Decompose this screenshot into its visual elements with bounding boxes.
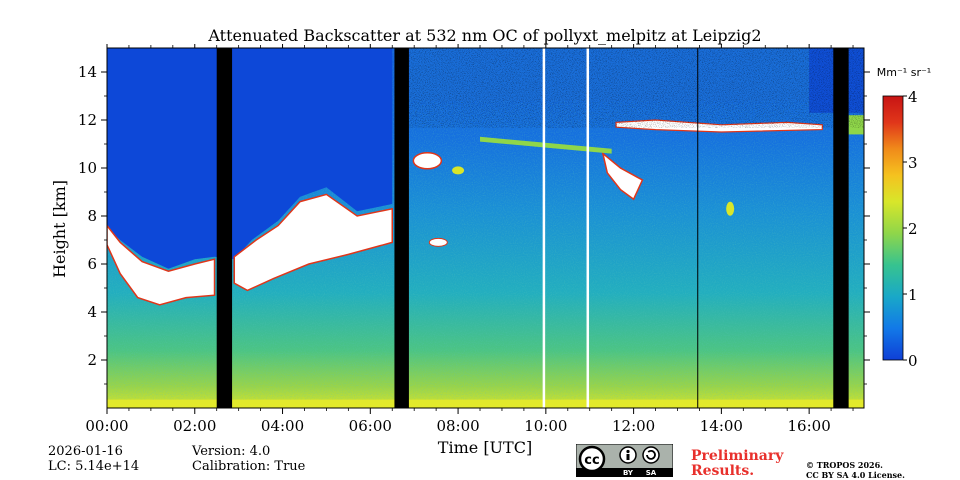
white-line — [542, 48, 546, 408]
x-tick-label: 04:00 — [261, 417, 304, 435]
no-data-gap — [216, 48, 233, 408]
y-axis: 2 4 6 8 10 12 14 — [78, 63, 870, 385]
x-tick-label: 10:00 — [524, 417, 567, 435]
x-axis: 00:00 02:00 04:00 06:00 08:00 10:00 12:00 14:00… — [85, 44, 854, 435]
x-tick-label: 12:00 — [612, 417, 655, 435]
cloud-mid-12h — [601, 151, 644, 201]
no-data-gap — [394, 48, 409, 408]
cloud-layer-morning — [233, 193, 393, 292]
colorbar-ticks: 0 1 2 3 4 — [903, 88, 918, 370]
copyright-line2: CC BY SA 4.0 License. — [806, 470, 905, 480]
colorbar-unit-label: Mm⁻¹ sr⁻¹ — [877, 66, 931, 79]
no-data-gap — [833, 48, 849, 408]
colorbar — [882, 95, 904, 361]
thin-layer-11km — [480, 136, 612, 154]
chart-title: Attenuated Backscatter at 532 nm OC of p… — [207, 26, 761, 45]
clear-sky-region-left — [107, 48, 393, 269]
footer-version: Version: 4.0 — [192, 444, 271, 459]
cloud-layer-left — [107, 224, 216, 306]
cloud-patch-7h — [412, 152, 443, 170]
cloud-patch-low — [428, 237, 448, 247]
x-tick-label: 08:00 — [436, 417, 479, 435]
preliminary-line1: Preliminary — [691, 448, 784, 464]
colorbar-tick-label: 3 — [908, 154, 918, 172]
x-tick-label: 16:00 — [788, 417, 831, 435]
cc-icon — [578, 445, 606, 473]
x-tick-label: 02:00 — [173, 417, 216, 435]
white-line — [586, 48, 590, 408]
cc-license-badge: cc BY SA — [576, 444, 673, 477]
by-label: BY — [623, 469, 634, 477]
footer-calibration: Calibration: True — [192, 459, 306, 474]
footer-lc: LC: 5.14e+14 — [48, 459, 140, 474]
sa-icon — [642, 446, 660, 464]
data-gaps — [216, 48, 849, 408]
y-tick-label: 8 — [87, 207, 97, 225]
y-tick-label: 2 — [87, 351, 97, 369]
plot-area — [107, 48, 864, 408]
cloud-patch-14h — [726, 201, 735, 216]
plot-frame — [106, 47, 865, 409]
colorbar-tick-label: 2 — [908, 220, 918, 238]
x-tick-label: 14:00 — [700, 417, 743, 435]
cloud-patch-small — [452, 166, 465, 175]
y-tick-label: 4 — [87, 303, 97, 321]
surface-band — [107, 399, 864, 408]
x-tick-label: 06:00 — [349, 417, 392, 435]
x-tick-label: 00:00 — [85, 417, 128, 435]
copyright-line1: © TROPOS 2026. — [806, 460, 883, 470]
preliminary-line2: Results. — [691, 463, 755, 479]
colorbar-tick-label: 1 — [908, 286, 918, 304]
speckle-texture — [400, 48, 864, 128]
colorbar-tick-label: 0 — [908, 352, 918, 370]
footer-date: 2026-01-16 — [48, 444, 123, 459]
dark-line — [697, 48, 699, 408]
x-axis-label: Time [UTC] — [438, 438, 532, 457]
sa-label: SA — [646, 469, 657, 477]
colorbar-tick-label: 4 — [908, 88, 918, 106]
cc-label: cc — [584, 453, 599, 468]
y-tick-label: 6 — [87, 255, 97, 273]
y-tick-label: 14 — [78, 63, 97, 81]
y-axis-label: Height [km] — [50, 180, 69, 278]
y-tick-label: 10 — [78, 159, 97, 177]
y-tick-label: 12 — [78, 111, 97, 129]
